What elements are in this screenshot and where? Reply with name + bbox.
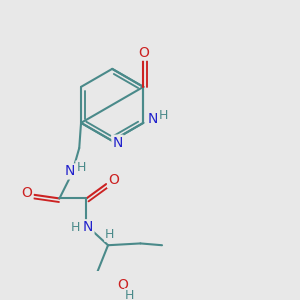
Text: N: N <box>112 136 123 150</box>
Text: H: H <box>125 289 134 300</box>
Text: O: O <box>117 278 128 292</box>
Text: O: O <box>138 46 149 60</box>
Text: O: O <box>108 173 119 188</box>
Text: N: N <box>147 112 158 126</box>
Text: N: N <box>83 220 93 234</box>
Text: H: H <box>71 221 80 234</box>
Text: H: H <box>158 109 168 122</box>
Text: H: H <box>105 228 115 241</box>
Text: H: H <box>76 161 86 174</box>
Text: O: O <box>22 186 32 200</box>
Text: N: N <box>65 164 75 178</box>
